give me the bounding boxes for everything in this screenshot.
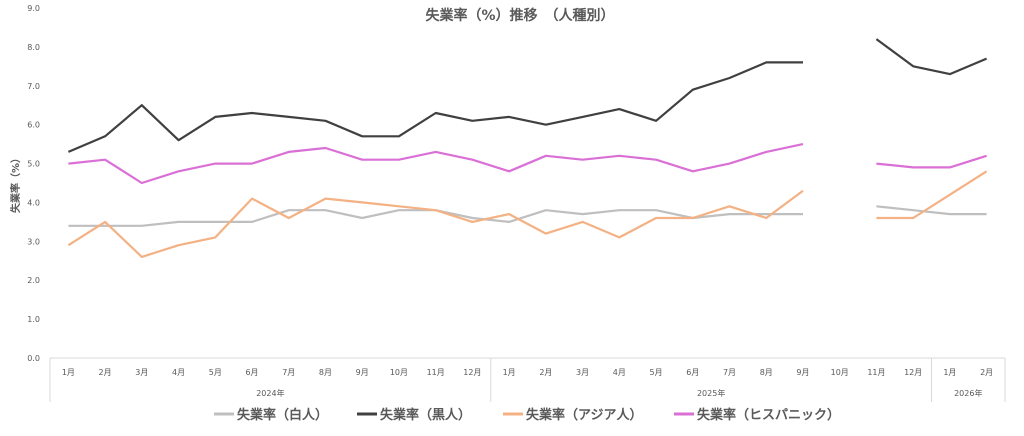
x-tick-label: 6月 bbox=[245, 368, 258, 377]
x-tick-label: 8月 bbox=[760, 368, 773, 377]
x-tick-label: 9月 bbox=[796, 368, 809, 377]
x-tick-label: 4月 bbox=[172, 368, 185, 377]
y-tick-label: 5.0 bbox=[27, 160, 40, 169]
legend-item: 失業率（アジア人） bbox=[503, 407, 642, 423]
x-tick-label: 1月 bbox=[62, 368, 75, 377]
y-axis-label: 失業率（%） bbox=[9, 153, 22, 213]
x-tick-label: 6月 bbox=[686, 368, 699, 377]
series-line bbox=[876, 205, 987, 216]
x-tick-label: 5月 bbox=[209, 368, 222, 377]
x-tick-label: 10月 bbox=[390, 368, 408, 377]
legend-item: 失業率（ヒスパニック） bbox=[674, 407, 840, 423]
y-tick-label: 7.0 bbox=[27, 82, 40, 91]
x-tick-label: 11月 bbox=[867, 368, 885, 377]
legend-label: 失業率（アジア人） bbox=[526, 407, 642, 423]
x-tick-label: 3月 bbox=[576, 368, 589, 377]
chart-title: 失業率（%）推移 （人種別） bbox=[425, 7, 614, 24]
x-tick-label: 2月 bbox=[99, 368, 112, 377]
series-line bbox=[68, 143, 804, 185]
x-tick-label: 4月 bbox=[613, 368, 626, 377]
x-group-label: 2025年 bbox=[697, 388, 725, 398]
x-tick-label: 11月 bbox=[427, 368, 445, 377]
x-tick-label: 5月 bbox=[650, 368, 663, 377]
x-tick-label: 1月 bbox=[503, 368, 516, 377]
x-tick-label: 12月 bbox=[463, 368, 481, 377]
x-tick-label: 3月 bbox=[135, 368, 148, 377]
y-tick-label: 6.0 bbox=[27, 121, 40, 130]
x-tick-label: 1月 bbox=[943, 368, 956, 377]
x-tick-label: 10月 bbox=[831, 368, 849, 377]
x-tick-label: 2月 bbox=[980, 368, 993, 377]
y-tick-label: 9.0 bbox=[27, 4, 40, 13]
series-line bbox=[67, 61, 803, 153]
x-tick-label: 7月 bbox=[282, 368, 295, 377]
series-line bbox=[67, 189, 804, 258]
x-group-label: 2026年 bbox=[954, 388, 982, 398]
x-tick-label: 8月 bbox=[319, 368, 332, 377]
series-line bbox=[875, 38, 988, 76]
x-group-label: 2024年 bbox=[256, 388, 284, 398]
legend-item: 失業率（黒人） bbox=[357, 407, 471, 423]
x-tick-label: 7月 bbox=[723, 368, 736, 377]
series-line bbox=[876, 170, 988, 220]
y-tick-label: 3.0 bbox=[27, 237, 40, 246]
series-line bbox=[876, 154, 987, 169]
y-tick-label: 4.0 bbox=[27, 198, 40, 207]
legend-label: 失業率（白人） bbox=[237, 407, 328, 423]
y-tick-label: 8.0 bbox=[27, 43, 40, 52]
y-tick-label: 1.0 bbox=[27, 315, 40, 324]
y-tick-label: 0.0 bbox=[27, 354, 40, 363]
legend-item: 失業率（白人） bbox=[214, 407, 328, 423]
legend-label: 失業率（ヒスパニック） bbox=[697, 407, 840, 423]
y-tick-label: 2.0 bbox=[27, 276, 40, 285]
legend-label: 失業率（黒人） bbox=[380, 407, 471, 423]
x-tick-label: 2月 bbox=[539, 368, 552, 377]
x-tick-label: 9月 bbox=[356, 368, 369, 377]
x-tick-label: 12月 bbox=[904, 368, 922, 377]
